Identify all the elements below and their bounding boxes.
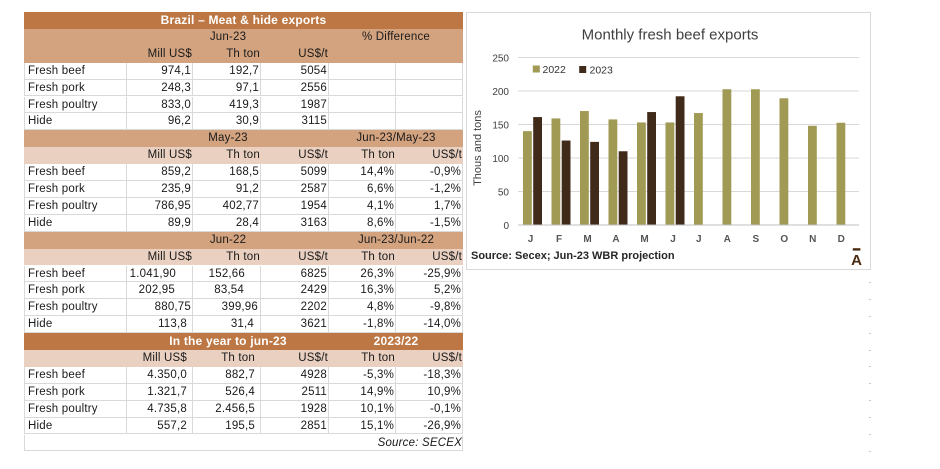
svg-text:N: N <box>809 234 816 245</box>
svg-text:D: D <box>838 234 845 245</box>
svg-text:M: M <box>583 234 591 245</box>
svg-text:Monthly fresh beef exports: Monthly fresh beef exports <box>582 27 759 44</box>
svg-text:2023: 2023 <box>590 65 614 77</box>
svg-text:A: A <box>612 234 619 245</box>
svg-text:200: 200 <box>492 87 509 98</box>
svg-text:S: S <box>752 234 759 245</box>
svg-text:2022: 2022 <box>543 64 567 76</box>
svg-text:A: A <box>851 252 862 269</box>
svg-text:100: 100 <box>492 154 509 165</box>
svg-text:O: O <box>780 234 788 245</box>
svg-text:0: 0 <box>503 221 509 232</box>
svg-text:50: 50 <box>498 187 510 198</box>
svg-text:A: A <box>724 234 731 245</box>
svg-text:J: J <box>696 234 702 245</box>
svg-text:F: F <box>556 234 562 245</box>
svg-text:150: 150 <box>492 120 509 131</box>
svg-text:M: M <box>640 234 648 245</box>
svg-text:J: J <box>528 234 534 245</box>
svg-text:Source: Secex; Jun-23 WBR proj: Source: Secex; Jun-23 WBR projection <box>471 250 675 262</box>
svg-text:Thous and tons: Thous and tons <box>472 110 484 186</box>
svg-text:250: 250 <box>492 53 509 64</box>
svg-text:J: J <box>670 234 676 245</box>
